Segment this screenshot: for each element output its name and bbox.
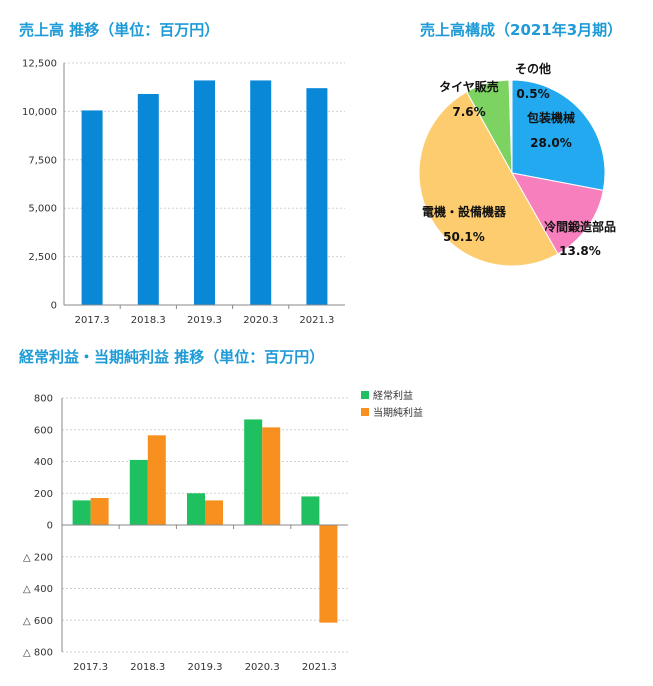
profit-ytick-label: △ 400 [23,584,53,595]
sales-bar [250,80,272,305]
profit-xtick-label: 2018.3 [130,662,165,673]
ordinary-profit-bar [129,459,148,525]
sales-ytick-label: 2,500 [28,252,57,263]
profit-ytick-label: 0 [47,521,53,532]
sales-ytick-label: 10,000 [22,107,57,118]
pie-slice [511,172,604,255]
profit-xtick-label: 2017.3 [73,662,108,673]
pie-slice-name: その他 [515,61,551,76]
sales-ytick-label: 12,500 [22,59,57,70]
net-income-bar [262,427,281,525]
profit-legend-label: 当期純利益 [373,406,423,419]
profit-xtick-label: 2020.3 [245,662,280,673]
profit-legend-swatch [361,408,369,416]
sales-bar [306,88,328,305]
pie-slice-percent: 7.6% [452,105,485,119]
ordinary-profit-bar [301,496,320,525]
pie-slice-name: 電機・設備機器 [422,204,507,219]
net-income-bar [147,435,166,525]
net-income-bar [90,498,109,525]
profit-ytick-label: 600 [34,425,53,436]
profit-ytick-label: △ 600 [23,616,53,627]
pie-slice [508,79,513,174]
sales-bar [81,110,103,305]
pie-slice-percent: 28.0% [530,136,572,150]
pie-slice [511,79,606,192]
sales-bar [194,80,215,305]
net-income-bar [319,525,338,623]
sales-ytick-label: 0 [51,301,57,312]
pie-slice-name: タイヤ販売 [439,79,499,94]
profit-ytick-label: 200 [34,489,53,500]
ordinary-profit-bar [187,493,205,525]
pie-slice-percent: 50.1% [443,230,485,244]
sales-xtick-label: 2018.3 [131,315,166,326]
profit-ytick-label: 800 [34,394,53,405]
profit-ytick-label: △ 200 [23,552,53,563]
pie-slice-percent: 0.5% [516,87,549,101]
pie-slice [418,91,559,267]
sales-xtick-label: 2019.3 [187,315,222,326]
sales-bar [137,93,159,305]
pie-slice-name: 包装機械 [526,110,575,125]
profit-ytick-label: 400 [34,457,53,468]
pie-slice-percent: 13.8% [559,244,601,258]
ordinary-profit-bar [72,500,91,525]
profit-xtick-label: 2019.3 [188,662,223,673]
sales-xtick-label: 2020.3 [243,315,278,326]
sales-xtick-label: 2021.3 [299,315,334,326]
sales-ytick-label: 5,000 [28,204,57,215]
profit-legend-label: 経常利益 [373,389,413,402]
sales-ytick-label: 7,500 [28,155,57,166]
pie-slice-name: 冷間鍛造部品 [544,219,616,234]
profit-xtick-label: 2021.3 [302,662,337,673]
net-income-bar [205,500,223,525]
pie-chart-title: 売上高構成（2021年3月期） [420,21,623,39]
profit-ytick-label: △ 800 [23,648,53,659]
profit-chart-title: 経常利益・当期純利益 推移（単位：百万円） [19,348,325,366]
sales-xtick-label: 2017.3 [75,315,110,326]
ordinary-profit-bar [244,419,263,525]
profit-legend-swatch [361,391,369,399]
sales-chart-title: 売上高 推移（単位：百万円） [19,21,220,39]
